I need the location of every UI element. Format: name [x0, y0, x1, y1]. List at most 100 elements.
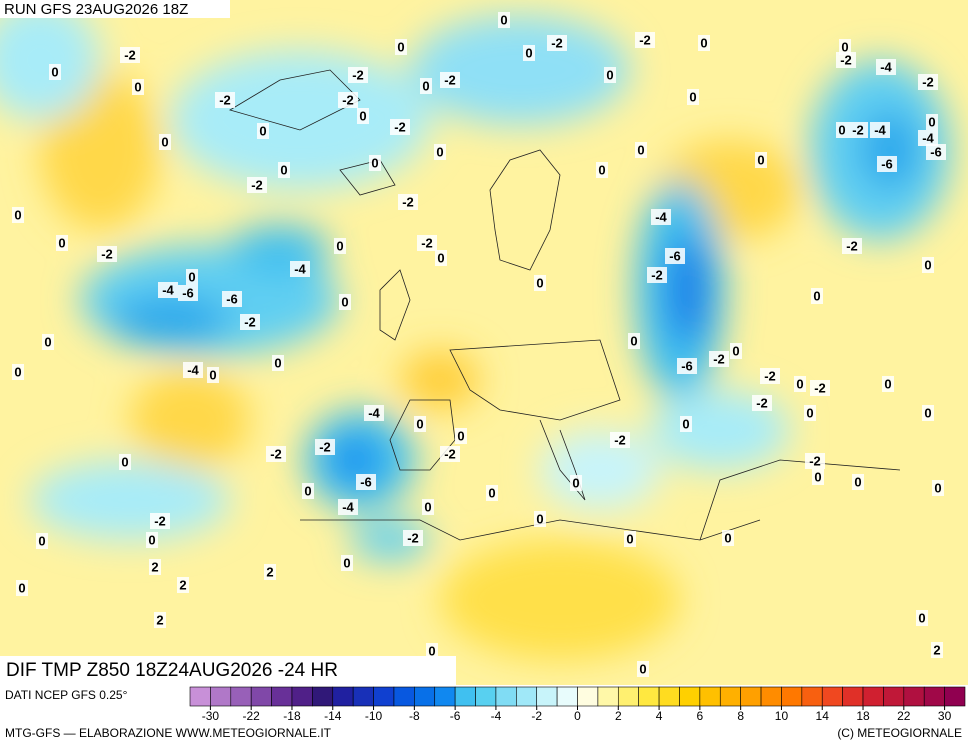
label-bg [334, 238, 346, 254]
label-bg [440, 72, 460, 88]
label-bg [570, 475, 582, 491]
contour-label: -2 [407, 530, 419, 545]
contour-label: -2 [614, 432, 626, 447]
contour-label: -4 [342, 499, 354, 514]
label-bg [338, 499, 358, 515]
scale-swatch [883, 686, 905, 707]
contour-label: 0 [121, 454, 128, 469]
label-bg [534, 511, 546, 527]
contour-label: -2 [402, 194, 414, 209]
contour-label: 0 [134, 79, 141, 94]
contour-label: -2 [154, 513, 166, 528]
label-bg [42, 334, 54, 350]
contour-label: -2 [251, 177, 263, 192]
contour-label: 0 [18, 580, 25, 595]
label-bg [302, 483, 314, 499]
contour-label: 0 [884, 376, 891, 391]
contour-label: 0 [757, 152, 764, 167]
contour-label: 0 [14, 364, 21, 379]
scale-swatch [617, 686, 639, 707]
label-bg [207, 367, 219, 383]
label-bg [158, 282, 178, 298]
label-bg [159, 134, 171, 150]
contour-label: 0 [689, 89, 696, 104]
contour-label: 0 [424, 499, 431, 514]
contour-label: 0 [924, 257, 931, 272]
scale-tick-label: 6 [697, 709, 704, 723]
contour-label: 0 [416, 416, 423, 431]
label-bg [596, 162, 608, 178]
copyright-text: (C) METEOGIORNALE [837, 726, 962, 740]
label-bg [687, 89, 699, 105]
scale-swatch [434, 686, 456, 707]
label-bg [760, 368, 780, 384]
contour-label: -2 [394, 119, 406, 134]
contour-label: 0 [813, 288, 820, 303]
contour-label: 0 [732, 343, 739, 358]
label-bg [635, 32, 655, 48]
contour-label: -4 [368, 405, 380, 420]
label-bg [215, 92, 235, 108]
scale-tick-label: 0 [574, 709, 581, 723]
label-bg [842, 238, 862, 254]
contour-label: 0 [500, 12, 507, 27]
contour-label: 0 [437, 250, 444, 265]
contour-label: 0 [259, 123, 266, 138]
contour-label: -2 [444, 446, 456, 461]
contour-label: -2 [219, 92, 231, 107]
scale-swatch [393, 686, 415, 707]
label-bg [97, 246, 117, 262]
scale-swatch [679, 686, 701, 707]
contour-label: -2 [124, 47, 136, 62]
scale-tick-label: 22 [897, 709, 911, 723]
contour-label: -2 [639, 32, 651, 47]
label-bg [186, 269, 198, 285]
scale-swatch [740, 686, 762, 707]
scale-tick-label: -4 [491, 709, 502, 723]
contour-label: 0 [161, 134, 168, 149]
label-bg [403, 530, 423, 546]
scale-tick-label: -18 [283, 709, 301, 723]
label-bg [752, 395, 772, 411]
contour-label: 0 [188, 269, 195, 284]
contour-label: 0 [525, 45, 532, 60]
contour-label: 0 [51, 64, 58, 79]
label-bg [805, 453, 825, 469]
scale-swatch [291, 686, 313, 707]
contour-label: 0 [38, 533, 45, 548]
contour-label: 0 [536, 511, 543, 526]
contour-label: -2 [101, 246, 113, 261]
label-bg [315, 439, 335, 455]
map-field [0, 0, 968, 685]
label-bg [755, 152, 767, 168]
contour-label: 0 [488, 485, 495, 500]
label-bg [926, 114, 938, 130]
contour-label: 0 [304, 483, 311, 498]
contour-label: 2 [179, 577, 186, 592]
label-bg [730, 343, 742, 359]
label-bg [398, 194, 418, 210]
scale-tick-label: 4 [656, 709, 663, 723]
label-bg [49, 64, 61, 80]
scale-swatch [536, 686, 558, 707]
label-bg [178, 285, 198, 301]
contour-label: 0 [796, 376, 803, 391]
contour-label: 2 [933, 642, 940, 657]
label-bg [498, 12, 510, 28]
label-bg [395, 39, 407, 55]
contour-label: -2 [551, 35, 563, 50]
scale-tick-label: -14 [324, 709, 342, 723]
label-bg [150, 513, 170, 529]
label-bg [665, 248, 685, 264]
label-bg [794, 376, 806, 392]
scale-swatch [821, 686, 843, 707]
label-bg [523, 45, 535, 61]
label-bg [812, 469, 824, 485]
contour-label: -2 [319, 439, 331, 454]
contour-label: -2 [846, 238, 858, 253]
label-bg [877, 156, 897, 172]
scale-swatch [699, 686, 721, 707]
contour-label: -2 [651, 267, 663, 282]
contour-label: 0 [572, 475, 579, 490]
label-bg [414, 416, 426, 432]
